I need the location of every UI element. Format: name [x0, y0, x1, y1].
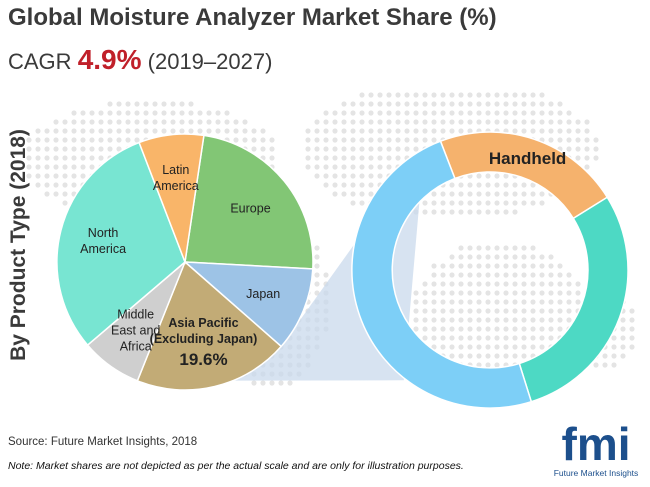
cagr-prefix: CAGR: [8, 49, 72, 74]
region-pie-labels: Europe Japan Asia Pacific (Excluding Japan)…: [80, 163, 280, 369]
disclaimer-note: Note: Market shares are not depicted as …: [8, 460, 464, 472]
pie-label-asia-pacific-excluding-japan-2: 19.6%: [179, 350, 227, 369]
cagr-value: 4.9%: [77, 44, 142, 75]
region-pie-chart: [56, 133, 314, 391]
pie-to-donut-connector: [137, 146, 425, 381]
pie-label-japan-0: Japan: [246, 287, 280, 301]
pie-slice-north-america: [56, 141, 186, 347]
pie-slice-asia-pacific-excluding-japan: [136, 260, 283, 391]
fmi-logo: fmi Future Market Insights: [554, 418, 639, 478]
donut-segment-2: [518, 196, 629, 403]
cagr-period: (2019–2027): [147, 49, 273, 74]
cagr-line: CAGR 4.9% (2019–2027): [8, 44, 272, 76]
pie-label-latin-america-1: America: [153, 179, 199, 193]
donut-label-handheld: Handheld: [489, 149, 566, 168]
pie-label-middle-east-and-africa-0: Middle: [117, 308, 154, 322]
pie-label-middle-east-and-africa-1: East and: [111, 324, 160, 338]
pie-slice-latin-america: [138, 133, 205, 265]
pie-label-middle-east-and-africa-2: Africa: [120, 340, 152, 354]
pie-label-latin-america-0: Latin: [162, 163, 189, 177]
pie-label-north-america-1: America: [80, 242, 126, 256]
fmi-logo-mark: fmi: [562, 418, 631, 470]
product-type-donut-chart: [351, 131, 629, 409]
source-note: Source: Future Market Insights, 2018: [8, 436, 198, 448]
fmi-logo-name: Future Market Insights: [554, 468, 639, 478]
pie-label-north-america-0: North: [88, 226, 119, 240]
pie-label-europe-0: Europe: [230, 202, 270, 216]
chart-title: Global Moisture Analyzer Market Share (%…: [8, 4, 497, 31]
pie-slice-europe: [184, 134, 314, 270]
donut-segment-3: [351, 140, 533, 409]
pie-label-asia-pacific-excluding-japan-0: Asia Pacific: [168, 316, 238, 330]
pie-label-asia-pacific-excluding-japan-1: (Excluding Japan): [150, 332, 258, 346]
product-type-donut-labels: Handheld: [489, 149, 566, 168]
pie-slice-japan: [182, 261, 314, 348]
